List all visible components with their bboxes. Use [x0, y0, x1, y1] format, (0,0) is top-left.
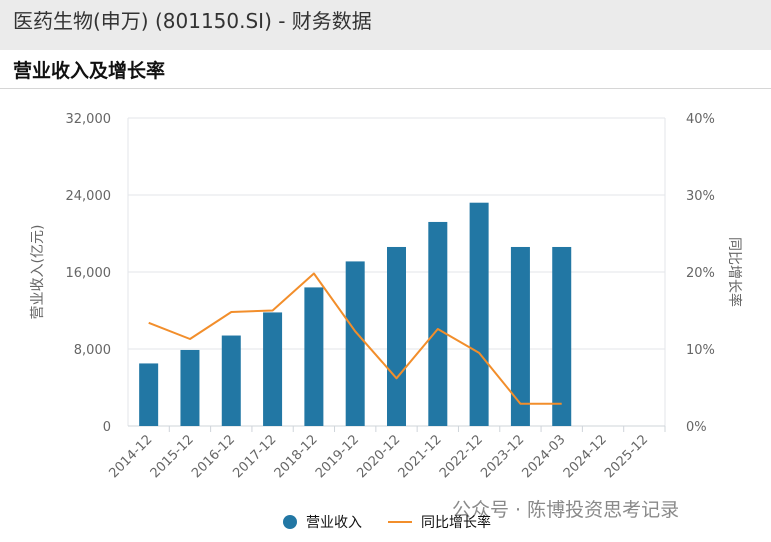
legend-item-revenue[interactable]: 营业收入: [283, 511, 362, 533]
y-left-tick-label: 16,000: [66, 266, 112, 281]
section-title: 营业收入及增长率: [13, 60, 166, 82]
x-tick-label: 2019-12: [313, 432, 362, 481]
revenue-bar: [552, 246, 572, 426]
y-right-tick-label: 40%: [686, 112, 715, 127]
x-tick-label: 2016-12: [189, 432, 238, 481]
y-left-tick-label: 8,000: [74, 343, 111, 358]
legend-item-growth[interactable]: 同比增长率: [388, 511, 491, 533]
x-tick-label: 2025-12: [602, 432, 651, 481]
y-right-axis-title: 同比增长率: [726, 237, 743, 307]
legend-bar-swatch: [283, 515, 297, 529]
x-tick-label: 2017-12: [230, 432, 279, 481]
x-tick-label: 2024-03: [520, 432, 569, 481]
revenue-bar: [304, 287, 324, 426]
watermark-text: 公众号 · 陈博投资思考记录: [452, 499, 680, 521]
y-right-tick-label: 30%: [686, 189, 715, 204]
legend-label-revenue: 营业收入: [306, 515, 362, 531]
y-left-tick-label: 32,000: [66, 112, 112, 127]
y-right-tick-label: 20%: [686, 266, 715, 281]
y-left-tick-label: 0: [103, 420, 111, 435]
revenue-bar: [345, 261, 365, 426]
y-right-tick-label: 0%: [686, 420, 707, 435]
x-tick-label: 2021-12: [396, 432, 445, 481]
revenue-bar: [469, 202, 489, 426]
growth-rate-line: [148, 272, 562, 405]
revenue-bar: [180, 349, 200, 426]
revenue-bar: [139, 363, 159, 426]
revenue-bar: [428, 221, 448, 426]
x-tick-label: 2020-12: [354, 432, 403, 481]
revenue-bar: [387, 246, 406, 426]
x-tick-label: 2024-12: [561, 432, 610, 481]
y-right-tick-label: 10%: [686, 343, 715, 358]
revenue-bar: [221, 335, 241, 426]
section-divider: [0, 88, 771, 89]
legend-label-growth: 同比增长率: [421, 515, 491, 531]
y-left-tick-label: 24,000: [66, 189, 112, 204]
title-bar: [0, 0, 771, 50]
x-tick-label: 2015-12: [148, 432, 197, 481]
revenue-bar: [263, 312, 283, 426]
y-left-axis-title: 营业收入(亿元): [30, 225, 46, 320]
revenue-bar: [510, 246, 530, 426]
legend-line-swatch: [388, 521, 412, 523]
x-tick-label: 2022-12: [437, 432, 486, 481]
x-tick-label: 2023-12: [478, 432, 527, 481]
x-tick-label: 2014-12: [106, 432, 155, 481]
page-title: 医药生物(申万) (801150.SI) - 财务数据: [13, 9, 372, 33]
x-tick-label: 2018-12: [272, 432, 321, 481]
